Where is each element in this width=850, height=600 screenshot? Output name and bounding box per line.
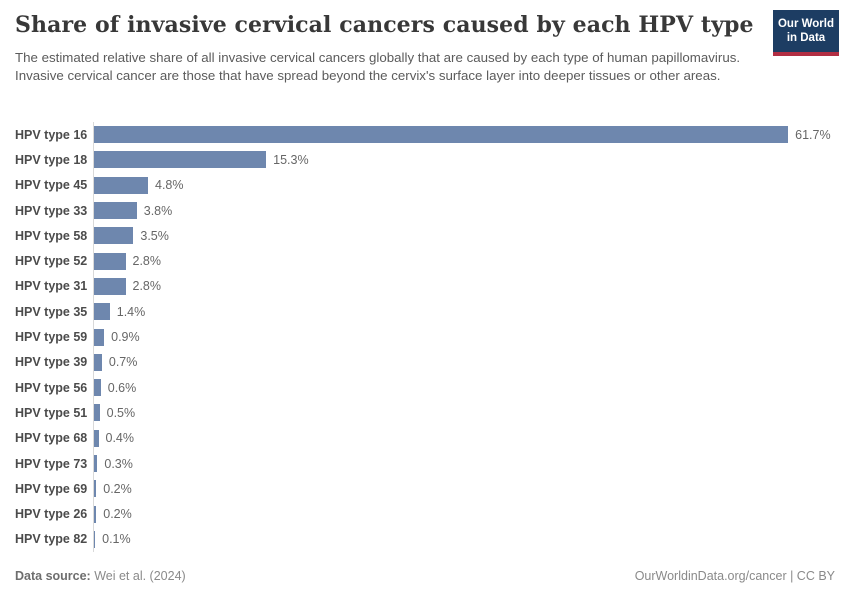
- bar[interactable]: [94, 328, 105, 346]
- bar-value: 0.5%: [106, 405, 136, 420]
- bar-area: 4.8%: [93, 172, 835, 198]
- bar-label: HPV type 39: [15, 355, 88, 370]
- bar-row: HPV type 18 15.3%: [15, 147, 835, 173]
- bar-label: HPV type 58: [15, 228, 88, 243]
- bar-row: HPV type 51 0.5%: [15, 400, 835, 426]
- bar[interactable]: [94, 202, 137, 220]
- bar-label: HPV type 26: [15, 507, 88, 522]
- bar-value: 4.8%: [155, 178, 184, 193]
- bar-label: HPV type 16: [15, 127, 88, 142]
- bar-label: HPV type 35: [15, 304, 88, 319]
- bar-value: 0.1%: [102, 532, 131, 547]
- bar-value: 1.4%: [116, 304, 146, 319]
- bar-area: 0.7%: [93, 349, 835, 375]
- bar-label: HPV type 33: [15, 203, 88, 218]
- bar[interactable]: [94, 404, 100, 422]
- bar-label: HPV type 59: [15, 330, 88, 345]
- bar-area: 0.1%: [93, 526, 835, 553]
- bar-label: HPV type 45: [15, 178, 88, 193]
- bar[interactable]: [94, 353, 102, 371]
- bar-area: 0.4%: [93, 425, 835, 451]
- bar[interactable]: [94, 429, 99, 447]
- bar[interactable]: [94, 530, 96, 548]
- bar-value: 0.9%: [111, 330, 140, 345]
- bar-label: HPV type 18: [15, 152, 88, 167]
- bar-row: HPV type 69 0.2%: [15, 476, 835, 502]
- data-source-value: Wei et al. (2024): [90, 569, 186, 583]
- bar-value: 3.5%: [140, 228, 169, 243]
- bar-row: HPV type 39 0.7%: [15, 349, 835, 375]
- license-link[interactable]: OurWorldinData.org/cancer | CC BY: [634, 569, 835, 583]
- bar[interactable]: [94, 151, 267, 169]
- bar[interactable]: [94, 303, 110, 321]
- bar-value: 0.4%: [105, 431, 135, 446]
- bar-area: 15.3%: [93, 147, 835, 173]
- bar-row: HPV type 35 1.4%: [15, 299, 835, 325]
- bar-label: HPV type 31: [15, 279, 88, 294]
- bar-value: 0.3%: [104, 456, 133, 471]
- bar-label: HPV type 82: [15, 532, 88, 547]
- bar-area: 0.5%: [93, 400, 835, 426]
- bar-row: HPV type 82 0.1%: [15, 526, 835, 553]
- bar-label: HPV type 51: [15, 405, 88, 420]
- bar-chart: HPV type 16 61.7% HPV type 18 15.3% HPV …: [15, 122, 835, 553]
- bar[interactable]: [94, 480, 97, 498]
- bar[interactable]: [94, 126, 789, 144]
- bar-value: 0.2%: [103, 481, 132, 496]
- bar-value: 2.8%: [132, 254, 162, 269]
- bar[interactable]: [94, 252, 126, 270]
- bar-area: 0.9%: [93, 324, 835, 350]
- owid-logo-line1: Our World: [777, 18, 834, 30]
- bar-area: 0.6%: [93, 374, 835, 401]
- bar-row: HPV type 31 2.8%: [15, 273, 835, 300]
- chart-header: Share of invasive cervical cancers cause…: [15, 12, 760, 84]
- page-title: Share of invasive cervical cancers cause…: [15, 12, 754, 38]
- bar[interactable]: [94, 455, 98, 472]
- bar-label: HPV type 52: [15, 254, 88, 269]
- bar-area: 1.4%: [93, 299, 835, 325]
- bar-area: 0.2%: [93, 501, 835, 527]
- bar-label: HPV type 69: [15, 481, 88, 496]
- owid-logo-line2: in Data: [786, 32, 826, 45]
- bar[interactable]: [94, 227, 134, 245]
- bar-value: 2.8%: [132, 279, 162, 294]
- bar-value: 3.8%: [143, 203, 173, 218]
- bar-value: 0.6%: [107, 380, 137, 395]
- bar-row: HPV type 26 0.2%: [15, 501, 835, 527]
- bar-area: 61.7%: [93, 122, 835, 148]
- bar-area: 3.5%: [93, 223, 835, 249]
- data-source: Data source: Wei et al. (2024): [15, 569, 186, 583]
- bar-value: 61.7%: [795, 127, 831, 142]
- bar-label: HPV type 56: [15, 380, 88, 395]
- bar-area: 2.8%: [93, 248, 835, 274]
- chart-footer: Data source: Wei et al. (2024) OurWorldi…: [15, 569, 835, 583]
- bar[interactable]: [94, 176, 148, 194]
- bar-area: 3.8%: [93, 197, 835, 224]
- bar-row: HPV type 58 3.5%: [15, 223, 835, 249]
- bar-label: HPV type 73: [15, 456, 88, 471]
- bar-row: HPV type 16 61.7%: [15, 122, 835, 148]
- bar-value: 0.2%: [103, 507, 132, 522]
- bar-area: 0.2%: [93, 476, 835, 502]
- bar-value: 15.3%: [273, 152, 309, 167]
- bar-row: HPV type 56 0.6%: [15, 374, 835, 401]
- bar-row: HPV type 68 0.4%: [15, 425, 835, 451]
- bar[interactable]: [94, 379, 101, 397]
- bar-row: HPV type 33 3.8%: [15, 197, 835, 224]
- data-source-label: Data source:: [15, 569, 91, 583]
- bar-label: HPV type 68: [15, 431, 88, 446]
- bar-area: 0.3%: [93, 450, 835, 477]
- bar-row: HPV type 45 4.8%: [15, 172, 835, 198]
- bar-area: 2.8%: [93, 273, 835, 300]
- bar-value: 0.7%: [108, 355, 138, 370]
- owid-logo[interactable]: Our World in Data: [773, 10, 839, 56]
- bar-row: HPV type 73 0.3%: [15, 450, 835, 477]
- chart-subtitle: The estimated relative share of all inva…: [15, 50, 741, 83]
- bar-row: HPV type 59 0.9%: [15, 324, 835, 350]
- bar[interactable]: [94, 505, 97, 523]
- bar-row: HPV type 52 2.8%: [15, 248, 835, 274]
- bar[interactable]: [94, 277, 126, 295]
